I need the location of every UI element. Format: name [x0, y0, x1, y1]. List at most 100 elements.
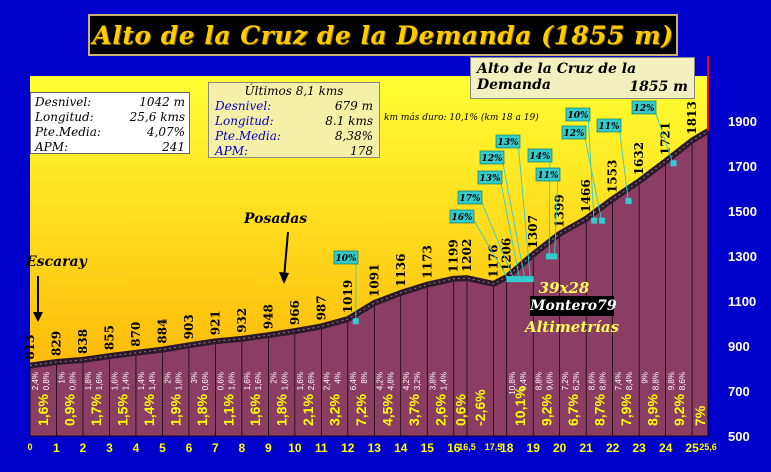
callout-box [479, 150, 505, 165]
sub-grade-label: 8,6% [587, 372, 596, 390]
sub-grade-label: 1,6% [281, 372, 290, 390]
elevation-label: 987 [314, 295, 328, 320]
segment-grade-label: 1,1% [221, 394, 237, 426]
sub-grade-label: 8,6% [678, 372, 687, 390]
callout-label: 17% [459, 194, 481, 204]
x-tick-label: 12 [341, 441, 355, 455]
sub-grade-label: 6,2% [572, 372, 581, 390]
callout-marker [516, 276, 523, 283]
stat-label: Pte.Media: [215, 129, 281, 143]
callout-marker [352, 318, 359, 325]
elevation-label: 884 [155, 319, 169, 344]
segment-grade-label: 0,9% [62, 394, 78, 426]
stat-value: 178 [350, 144, 373, 158]
x-tick-label: 6 [186, 441, 193, 455]
sub-grade-label: 0,6% [217, 372, 226, 390]
x-tick-label: 0 [27, 442, 32, 452]
callout-label: 10% [335, 254, 357, 264]
author-tag: Montero79 [530, 296, 617, 316]
elevation-label: 1307 [526, 215, 540, 248]
stat-row: Desnivel: 679 m [215, 99, 373, 114]
sub-grade-label: 4,2% [402, 372, 411, 390]
sub-grade-label: 1,4% [122, 372, 131, 390]
segment-grade-label: 9,2% [671, 394, 687, 426]
summit-name: Alto de la Cruz de la Demanda [477, 61, 637, 93]
segment-grade-label: 3,2% [327, 394, 343, 426]
callout-box [631, 100, 657, 115]
x-tick-label: 25 [685, 441, 699, 455]
stat-label: Longitud: [35, 110, 94, 124]
sub-grade-label: 0,8% [42, 372, 51, 390]
callout-leader [471, 216, 510, 282]
segment-grade-label: 10,1% [512, 386, 528, 426]
sub-grade-label: 7,4% [614, 372, 623, 390]
elevation-label: 1206 [500, 238, 514, 271]
stat-row: APM: 241 [35, 140, 185, 155]
x-tick-label: 23 [632, 441, 646, 455]
callout-marker [670, 160, 677, 167]
sub-grade-label: 1,6% [254, 372, 263, 390]
sub-grade-label: 3,8% [429, 372, 438, 390]
elevation-label: 921 [208, 310, 222, 335]
segment-grade-label: 1,6% [35, 394, 51, 426]
callout-leader [553, 174, 559, 259]
x-tick-label: 17,5 [485, 442, 503, 452]
sub-grade-label: 1% [58, 372, 67, 384]
callout-leader [479, 197, 516, 282]
segment-grade-label: 2,1% [300, 394, 316, 426]
sub-grade-label: 3% [190, 372, 199, 384]
sub-grade-label: 2,4% [31, 372, 40, 390]
x-tick-label: 1 [53, 441, 60, 455]
x-tick-label: 4 [133, 441, 140, 455]
stat-label: Desnivel: [35, 95, 92, 109]
hardest-km-note: km más duro: 10,1% (km 18 a 19) [384, 113, 539, 123]
segment-grade-label: 0,6% [452, 394, 468, 426]
x-tick-label: 11 [315, 441, 328, 455]
elevation-label: 829 [49, 331, 63, 356]
segment-grade-label: 7% [692, 405, 708, 426]
callout-label: 16% [451, 213, 473, 223]
callout-marker [551, 253, 558, 260]
sub-grade-label: 1,8% [175, 372, 184, 390]
ratio-tag: 39x28 [538, 279, 590, 297]
x-tick-label: 22 [606, 441, 620, 455]
segment-grade-label: 1,7% [88, 394, 104, 426]
stat-row: APM: 178 [215, 144, 373, 159]
elevation-label: 1199 [447, 239, 461, 272]
sub-grade-label: 9,8% [667, 372, 676, 390]
stat-label: Desnivel: [215, 99, 272, 113]
start-place-label: Escaray [26, 254, 87, 270]
title-banner: Alto de la Cruz de la Demanda (1855 m) [88, 14, 678, 56]
segment-grade-label: 3,7% [406, 394, 422, 426]
x-tick-label: 2 [80, 441, 87, 455]
sub-grade-label: 1,4% [148, 372, 157, 390]
last-km-heading: Últimos 8,1 kms [244, 84, 344, 98]
sub-grade-label: 6,4% [349, 372, 358, 390]
callout-marker [546, 253, 553, 260]
callout-marker [511, 276, 518, 283]
x-tick-label: 19 [527, 441, 541, 455]
x-tick-label: 25,6 [699, 442, 717, 452]
stat-value: 4,07% [146, 125, 185, 139]
sub-grade-label: 0,8% [69, 372, 78, 390]
posadas-arrow-shaft [283, 231, 289, 279]
stat-label: Pte.Media: [35, 125, 101, 139]
last-km-stats-box: Últimos 8,1 kms Desnivel: 679 m Longitud:… [208, 82, 380, 158]
callout-leader [618, 125, 629, 204]
elevation-label: 948 [261, 304, 275, 329]
x-tick-label: 5 [159, 441, 166, 455]
chart-title: Alto de la Cruz de la Demanda (1855 m) [92, 20, 674, 50]
sub-grade-label: 9,4% [519, 372, 528, 390]
sub-grade-label: 2% [270, 372, 279, 384]
callout-label: 10% [567, 111, 589, 121]
stat-value: 241 [162, 140, 185, 154]
stat-row: Pte.Media: 4,07% [35, 125, 185, 140]
segment-grade-label: 1,5% [115, 394, 131, 426]
segment-grade-label: 8,9% [644, 394, 660, 426]
stat-value: 25,6 kms [129, 110, 185, 124]
elevation-label: 1553 [606, 160, 620, 193]
stat-row: Desnivel: 1042 m [35, 95, 185, 110]
sub-grade-label: 3,2% [413, 372, 422, 390]
callout-leader [653, 107, 674, 166]
